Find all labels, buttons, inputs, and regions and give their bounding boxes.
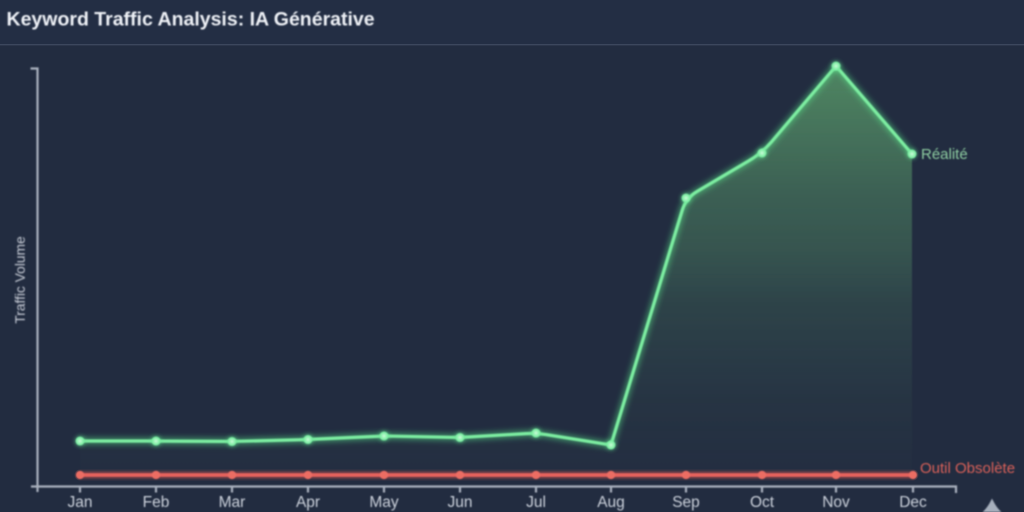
- svg-text:Mar: Mar: [219, 494, 246, 511]
- svg-text:Oct: Oct: [750, 494, 775, 511]
- svg-text:Outil Obsolète: Outil Obsolète: [920, 460, 1015, 477]
- svg-text:Jan: Jan: [68, 494, 93, 511]
- svg-text:Jul: Jul: [526, 494, 546, 511]
- svg-text:May: May: [369, 494, 399, 511]
- svg-text:Jun: Jun: [448, 494, 473, 511]
- svg-text:Réalité: Réalité: [921, 146, 968, 163]
- svg-text:Keyword Traffic Analysis: IA G: Keyword Traffic Analysis: IA Générative: [7, 9, 375, 31]
- svg-text:Aug: Aug: [597, 494, 625, 511]
- svg-text:Traffic Volume: Traffic Volume: [13, 236, 28, 324]
- svg-text:Dec: Dec: [899, 494, 927, 511]
- svg-text:Nov: Nov: [822, 494, 850, 511]
- svg-text:Feb: Feb: [143, 494, 170, 511]
- svg-text:Apr: Apr: [296, 494, 320, 511]
- svg-text:Sep: Sep: [672, 494, 700, 511]
